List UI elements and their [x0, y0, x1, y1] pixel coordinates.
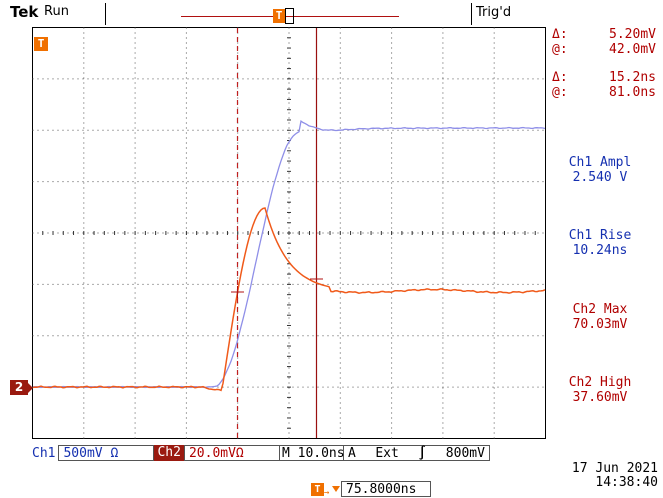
measurement-ch1-rise[interactable]: Ch1 Rise 10.24ns [552, 228, 648, 258]
date-time: 17 Jun 2021 14:38:40 [562, 462, 658, 490]
v-delta-value: 5.20mV [609, 27, 656, 42]
cursor-readout-time: Δ: 15.2ns @: 81.0ns [552, 70, 656, 100]
ch1-scale[interactable]: 500mV Ω [58, 445, 155, 461]
measurement-ch1-ampl[interactable]: Ch1 Ampl 2.540 V [552, 155, 648, 185]
v-delta-label: Δ: [552, 27, 568, 42]
trigger-position-marker-icon: T [311, 483, 324, 496]
v-at-label: @: [552, 42, 568, 57]
measurement-label: Ch1 Rise [568, 228, 632, 243]
time: 14:38:40 [595, 475, 658, 490]
cursor-readout-voltage: Δ: 5.20mV @: 42.0mV [552, 27, 656, 57]
brand-logo: Tek [10, 3, 39, 21]
trigger-level: 800mV [445, 446, 485, 461]
measurement-value: 37.60mV [572, 390, 628, 405]
measurement-value: 10.24ns [572, 243, 628, 258]
measurement-ch2-max[interactable]: Ch2 Max 70.03mV [552, 302, 648, 332]
trigger-status: Trig'd [476, 5, 512, 20]
timebase-label: M [281, 446, 290, 461]
arrow-right-icon: → [324, 488, 330, 498]
timebase-value: 10.0ns [297, 446, 345, 461]
t-at-label: @: [552, 85, 568, 100]
channel-status-bar: Ch1 500mV Ω Ch2 20.0mVΩ M 10.0ns A Ext ∫… [32, 445, 490, 461]
ch2-scale[interactable]: 20.0mVΩ [183, 445, 280, 461]
trigger-source: Ext [375, 446, 399, 461]
trigger-level-icon: T [34, 37, 48, 51]
measurement-label: Ch2 High [568, 375, 632, 390]
graticule-center-ticks [42, 37, 536, 429]
trigger-position-icon: T [273, 9, 285, 23]
top-status-bar: Tek Run Trig'd T [0, 0, 663, 35]
ch2-label[interactable]: Ch2 [154, 445, 184, 461]
date: 17 Jun 2021 [571, 461, 658, 476]
v-at-value: 42.0mV [609, 42, 656, 57]
view-window-bracket [285, 8, 294, 24]
measurement-ch2-high[interactable]: Ch2 High 37.60mV [552, 375, 648, 405]
trigger-mode: A [347, 446, 356, 461]
measurement-label: Ch1 Ampl [568, 155, 632, 170]
measurement-label: Ch2 Max [572, 302, 628, 317]
measurement-value: 2.540 V [572, 170, 628, 185]
record-position-bar [181, 16, 399, 17]
trigger-delay-arrow-icon [332, 486, 340, 492]
top-divider [471, 3, 472, 25]
timebase[interactable]: M 10.0ns [279, 445, 345, 461]
t-at-value: 81.0ns [609, 85, 656, 100]
ch1-label[interactable]: Ch1 [32, 445, 56, 461]
ch2-waveform-trace [32, 207, 546, 392]
t-delta-value: 15.2ns [609, 70, 656, 85]
ch2-ground-marker-icon[interactable]: 2 [10, 380, 28, 395]
cursor-crosshair-markers [231, 278, 323, 298]
trigger-settings[interactable]: A Ext ∫ 800mV [343, 445, 490, 461]
ch2-ground-arrow-icon [28, 383, 33, 393]
top-divider [105, 3, 106, 25]
measurement-value: 70.03mV [572, 317, 628, 332]
t-delta-label: Δ: [552, 70, 568, 85]
run-state: Run [44, 4, 69, 19]
trigger-position-readout[interactable]: 75.8000ns [341, 481, 431, 497]
trigger-slope-icon: ∫ [418, 446, 427, 461]
